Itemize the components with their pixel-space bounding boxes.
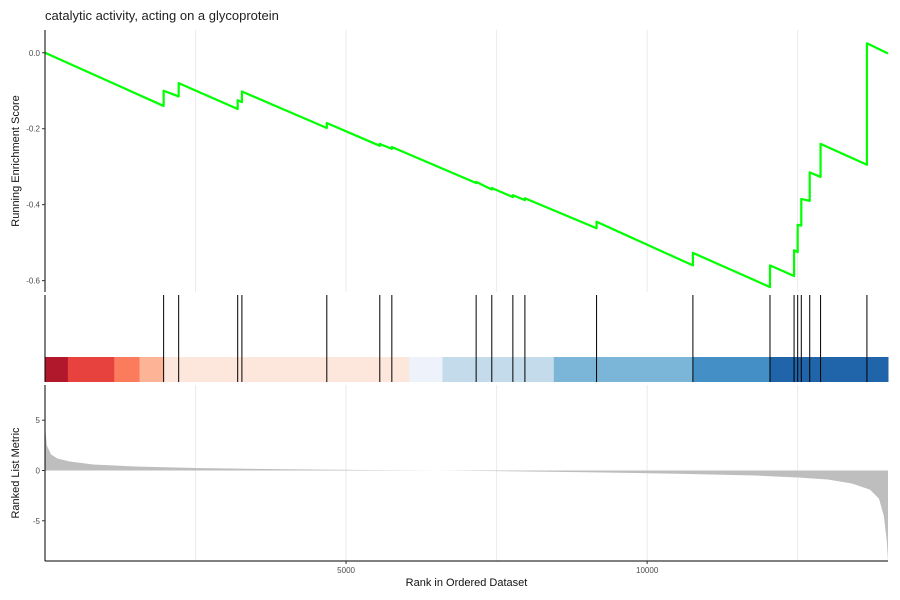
enrichment-score-line — [44, 42, 889, 289]
ranked-metric-area — [45, 425, 888, 561]
rank-color-band — [67, 357, 115, 382]
y-tick-label-bottom: 0 — [36, 466, 41, 475]
rank-color-band — [163, 357, 410, 382]
rank-color-band — [114, 357, 141, 382]
y-tick-label-top: -0.6 — [26, 277, 40, 286]
y-tick-label-top: -0.4 — [26, 201, 40, 210]
chart-title: catalytic activity, acting on a glycopro… — [45, 8, 279, 23]
y-axis-label-top: Running Enrichment Score — [10, 95, 22, 226]
y-tick-label-bottom: -5 — [33, 517, 41, 526]
x-tick-label: 5000 — [337, 566, 355, 575]
y-axis-label-bottom: Ranked List Metric — [10, 427, 22, 519]
y-tick-label-top: 0.0 — [29, 49, 41, 58]
y-tick-label-top: -0.2 — [26, 125, 40, 134]
rank-color-band — [769, 357, 889, 382]
x-tick-label: 10000 — [636, 566, 659, 575]
rank-color-band — [45, 357, 69, 382]
x-axis-label: Rank in Ordered Dataset — [406, 577, 528, 589]
y-tick-label-bottom: 5 — [36, 416, 41, 425]
rank-color-band — [553, 357, 694, 382]
rank-color-band — [139, 357, 165, 382]
rank-color-band — [692, 357, 771, 382]
rank-color-band — [409, 357, 443, 382]
rank-color-band — [442, 357, 555, 382]
